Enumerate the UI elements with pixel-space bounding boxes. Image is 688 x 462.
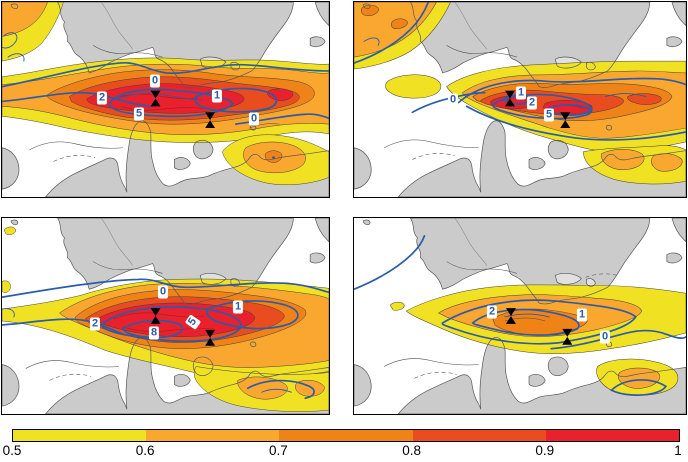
contour-label: 1 [576, 308, 588, 322]
thin-contours [25, 261, 215, 381]
contour-label: 0 [447, 93, 459, 107]
contour-map-bottom-right [354, 218, 686, 414]
contour-label: 0 [157, 285, 169, 299]
colorbar-tick-label: 0.7 [269, 443, 288, 458]
colorbar-segment [13, 430, 147, 441]
map-panel-top-left: 0 2 5 1 0 [1, 1, 330, 198]
colorbar-tick-label: 0.6 [135, 443, 155, 458]
contour-label: 5 [133, 107, 145, 121]
blue-contours [2, 278, 329, 400]
contour-map-top-right [354, 2, 686, 197]
contour-map-bottom-left [2, 218, 329, 414]
blue-contours [354, 234, 686, 396]
map-panel-top-right: 0 1 2 5 [353, 1, 687, 198]
colorbar-tick-label: 1 [674, 443, 682, 458]
contour-label: 2 [526, 96, 538, 110]
contour-label: 1 [211, 89, 223, 103]
colorbar-segment [279, 430, 413, 441]
contour-label: 2 [89, 317, 101, 331]
colorbar-tick-label: 0.8 [402, 443, 421, 458]
contour-label: 0 [599, 330, 611, 344]
colorbar-segment [545, 430, 680, 441]
colorbar-ticks: 0.5 0.6 0.7 0.8 0.9 1 [0, 443, 688, 461]
colorbar-tick-label: 0.5 [2, 443, 22, 458]
contour-label: 0 [248, 112, 260, 126]
map-panel-bottom-right: 2 1 0 [353, 217, 687, 415]
contour-label: 0 [149, 74, 161, 88]
contour-map-top-left [2, 2, 329, 197]
contour-label: 1 [232, 300, 244, 314]
colorbar-tick-label: 0.9 [535, 443, 555, 458]
contour-label: 2 [486, 305, 498, 319]
map-panel-bottom-left: 0 1 2 8 5 [1, 217, 330, 415]
contour-label: 2 [96, 91, 108, 105]
colorbar [12, 429, 680, 442]
thin-contours [29, 45, 280, 162]
colorbar-segment [412, 430, 546, 441]
colorbar-segment [146, 430, 280, 441]
contour-label: 1 [515, 86, 527, 100]
contour-label: 8 [148, 326, 160, 340]
thin-contours [384, 261, 618, 379]
contour-label: 5 [543, 108, 555, 122]
